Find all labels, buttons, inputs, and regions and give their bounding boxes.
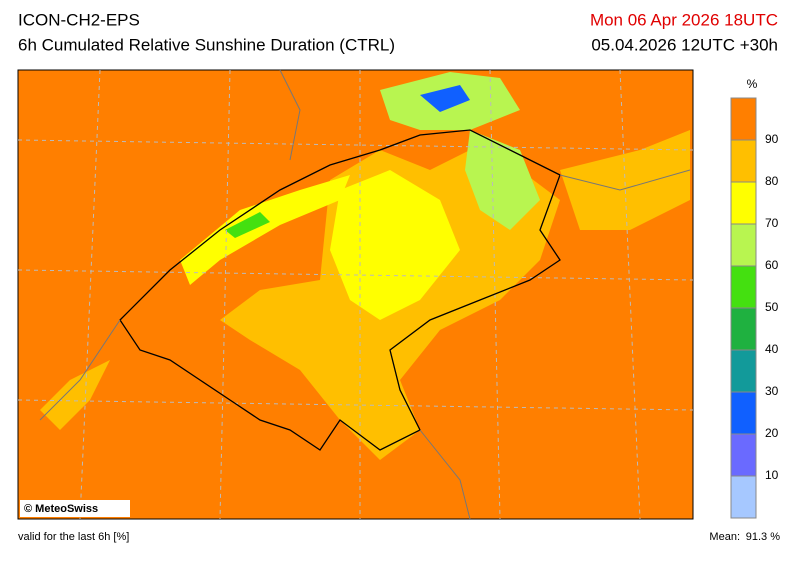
colorbar-tick-label: 80 [765, 174, 779, 188]
colorbar-tick-label: 20 [765, 426, 779, 440]
colorbar: 10 20 30 40 50 60 70 80 90 [730, 97, 779, 519]
colorbar-band [731, 140, 756, 182]
mean-label: Mean: [709, 531, 740, 543]
colorbar-tick-label: 90 [765, 132, 779, 146]
colorbar-band [731, 476, 756, 518]
colorbar-tick-label: 70 [765, 216, 779, 230]
graticule [17, 69, 694, 520]
valid-time: Mon 06 Apr 2026 18UTC [590, 10, 778, 29]
border [39, 69, 691, 520]
colorbar-tick-label: 60 [765, 258, 779, 272]
border [119, 129, 561, 451]
map-area [225, 212, 270, 238]
colorbar-band [731, 308, 756, 350]
map-area [560, 130, 690, 230]
colorbar-band [731, 350, 756, 392]
colorbar-tick-label: 40 [765, 342, 779, 356]
copyright-box [20, 500, 130, 517]
mean-value: 91.3 % [746, 531, 780, 543]
map-area [420, 85, 470, 112]
product-title: 6h Cumulated Relative Sunshine Duration … [18, 35, 395, 54]
map-area [40, 360, 110, 430]
copyright: © MeteoSwiss [24, 503, 98, 515]
colorbar-unit: % [747, 77, 758, 91]
map: © MeteoSwiss [17, 69, 694, 520]
colorbar-band [731, 434, 756, 476]
colorbar-tick-label: 10 [765, 468, 779, 482]
colorbar-band [731, 266, 756, 308]
map-area [330, 170, 460, 320]
run-time: 05.04.2026 12UTC +30h [591, 35, 778, 54]
colorbar-band [731, 392, 756, 434]
colorbar-band [731, 224, 756, 266]
model-title: ICON-CH2-EPS [18, 10, 140, 29]
colorbar-band [731, 98, 756, 140]
map-area [180, 175, 350, 285]
colorbar-tick-label: 50 [765, 300, 779, 314]
colorbar-tick-label: 30 [765, 384, 779, 398]
footer-validity: valid for the last 6h [%] [18, 531, 129, 543]
colorbar-band [731, 182, 756, 224]
